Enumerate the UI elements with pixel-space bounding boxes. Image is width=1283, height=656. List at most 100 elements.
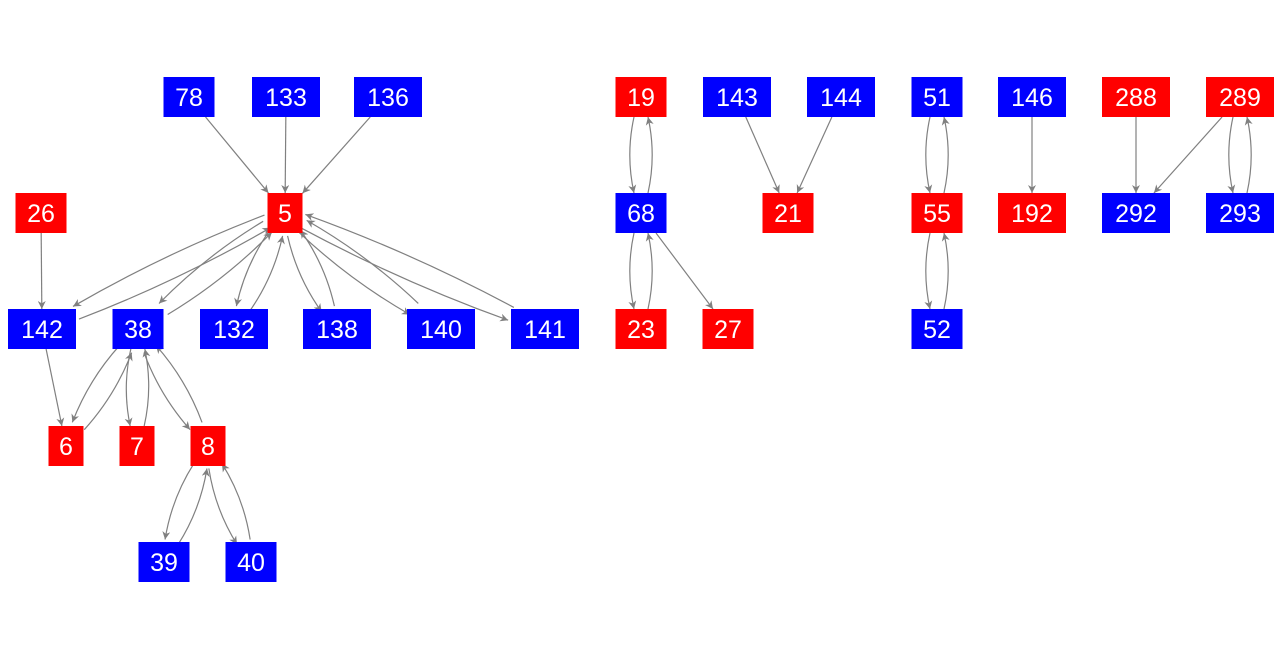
edge-52-to-55 xyxy=(941,232,950,310)
node-box xyxy=(119,426,155,466)
node-68: 68 xyxy=(615,193,667,233)
node-box xyxy=(15,193,67,233)
edge-68-to-19 xyxy=(645,116,654,194)
node-132: 132 xyxy=(200,309,268,349)
node-143: 143 xyxy=(703,77,771,117)
node-23: 23 xyxy=(615,309,667,349)
node-box xyxy=(407,309,475,349)
node-label: 292 xyxy=(1115,200,1157,228)
node-289: 289 xyxy=(1206,77,1274,117)
edge-5-to-141 xyxy=(299,226,509,322)
node-box xyxy=(511,309,579,349)
node-label: 8 xyxy=(201,433,215,461)
node-27: 27 xyxy=(702,309,754,349)
edge-143-to-21 xyxy=(745,116,780,194)
node-39: 39 xyxy=(138,542,190,582)
node-box xyxy=(190,426,226,466)
edge-132-to-5 xyxy=(248,235,285,313)
edge-38-to-7 xyxy=(124,348,133,427)
node-label: 293 xyxy=(1219,200,1261,228)
node-51: 51 xyxy=(911,77,963,117)
node-box xyxy=(1102,77,1170,117)
edge-40-to-8 xyxy=(221,463,251,540)
node-label: 23 xyxy=(627,316,655,344)
node-label: 142 xyxy=(21,316,63,344)
node-138: 138 xyxy=(303,309,371,349)
edge-38-to-8 xyxy=(143,352,191,430)
node-label: 144 xyxy=(820,84,862,112)
node-box xyxy=(807,77,875,117)
node-label: 140 xyxy=(420,316,462,344)
node-label: 55 xyxy=(923,200,951,228)
node-label: 132 xyxy=(213,316,255,344)
node-label: 68 xyxy=(627,200,655,228)
node-label: 52 xyxy=(923,316,951,344)
edge-39-to-8 xyxy=(177,468,210,545)
edge-140-to-5 xyxy=(306,219,419,304)
node-box xyxy=(762,193,814,233)
node-label: 38 xyxy=(124,316,152,344)
node-label: 138 xyxy=(316,316,358,344)
node-box xyxy=(703,77,771,117)
edge-5-to-138 xyxy=(286,235,323,313)
edge-6-to-38 xyxy=(83,352,133,431)
node-box xyxy=(354,77,422,117)
edge-142-to-5 xyxy=(78,227,271,320)
edge-138-to-5 xyxy=(299,229,336,307)
edge-5-to-38 xyxy=(158,220,264,304)
node-label: 146 xyxy=(1011,84,1053,112)
edge-51-to-55 xyxy=(924,116,933,194)
edge-68-to-23 xyxy=(628,232,637,310)
edge-293-to-289 xyxy=(1244,116,1253,194)
node-38: 38 xyxy=(112,309,164,349)
edge-141-to-5 xyxy=(305,213,515,308)
node-label: 78 xyxy=(175,84,203,112)
node-label: 5 xyxy=(278,200,292,228)
node-26: 26 xyxy=(15,193,67,233)
edge-19-to-68 xyxy=(628,116,637,194)
node-293: 293 xyxy=(1206,193,1274,233)
edge-8-to-39 xyxy=(162,463,195,540)
node-box xyxy=(1102,193,1170,233)
node-192: 192 xyxy=(998,193,1066,233)
edge-144-to-21 xyxy=(796,116,833,194)
edge-5-to-132 xyxy=(234,229,271,307)
edge-8-to-38 xyxy=(155,345,203,423)
node-7: 7 xyxy=(119,426,155,466)
edge-5-to-142 xyxy=(72,214,265,307)
node-box xyxy=(998,193,1066,233)
node-21: 21 xyxy=(762,193,814,233)
edge-23-to-68 xyxy=(645,232,654,310)
edge-38-to-6 xyxy=(71,344,121,423)
node-box xyxy=(615,309,667,349)
edge-26-to-142 xyxy=(37,232,46,310)
node-141: 141 xyxy=(511,309,579,349)
node-label: 7 xyxy=(130,433,144,461)
node-5: 5 xyxy=(267,193,303,233)
edge-68-to-27 xyxy=(655,232,714,310)
node-box xyxy=(615,193,667,233)
edge-5-to-140 xyxy=(297,231,411,316)
node-box xyxy=(702,309,754,349)
node-box xyxy=(911,193,963,233)
edge-142-to-6 xyxy=(45,348,65,427)
node-133: 133 xyxy=(252,77,320,117)
node-label: 288 xyxy=(1115,84,1157,112)
node-8: 8 xyxy=(190,426,226,466)
node-label: 19 xyxy=(627,84,655,112)
node-box xyxy=(48,426,84,466)
node-box xyxy=(112,309,164,349)
node-box xyxy=(911,77,963,117)
node-label: 21 xyxy=(774,200,802,228)
node-label: 141 xyxy=(524,316,566,344)
node-label: 192 xyxy=(1011,200,1053,228)
node-box xyxy=(252,77,320,117)
node-19: 19 xyxy=(615,77,667,117)
edge-7-to-38 xyxy=(142,348,151,427)
edge-55-to-52 xyxy=(924,232,933,310)
edge-8-to-40 xyxy=(208,468,238,545)
node-146: 146 xyxy=(998,77,1066,117)
